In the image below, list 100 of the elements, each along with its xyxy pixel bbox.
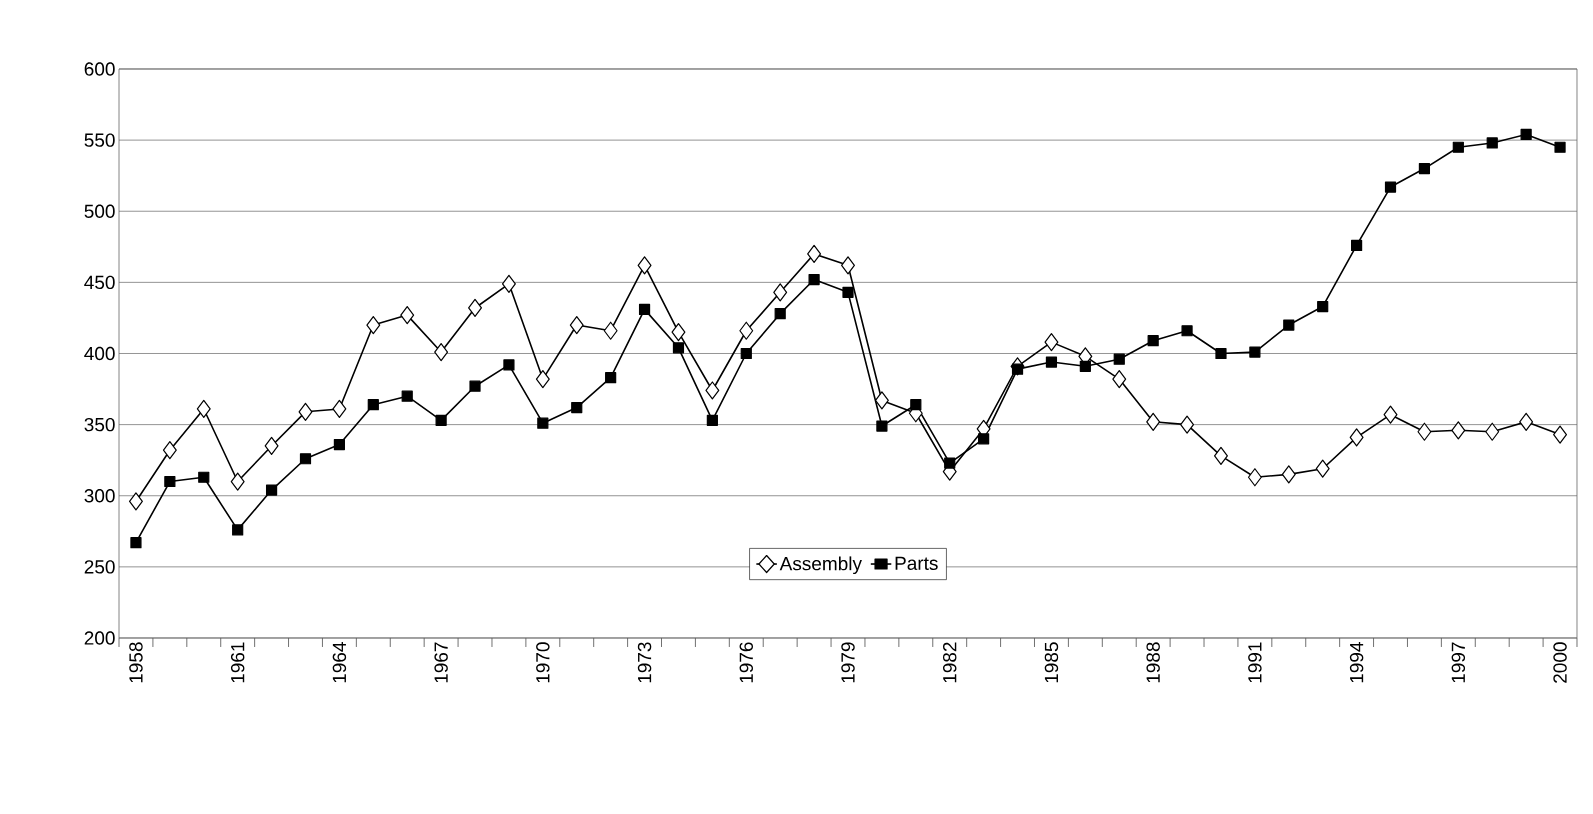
- point: [1249, 346, 1261, 358]
- point: [333, 438, 345, 451]
- point: [1247, 468, 1262, 487]
- x-tick-label: 1994: [1349, 642, 1364, 683]
- point: [739, 321, 754, 340]
- point: [1351, 239, 1363, 251]
- point: [1417, 422, 1432, 441]
- point: [1554, 141, 1566, 153]
- point: [1181, 325, 1193, 337]
- point: [128, 492, 143, 511]
- point: [1349, 428, 1364, 447]
- y-tick-label: 550: [84, 133, 115, 147]
- point: [1520, 128, 1532, 141]
- point: [978, 433, 990, 445]
- point: [1486, 137, 1498, 149]
- point: [332, 399, 347, 419]
- point: [1451, 421, 1466, 440]
- point: [1452, 141, 1464, 153]
- point: [1485, 422, 1500, 441]
- point: [400, 305, 415, 325]
- point: [130, 537, 142, 549]
- point: [807, 244, 822, 264]
- point: [501, 274, 516, 293]
- point: [1519, 412, 1534, 431]
- point: [774, 308, 786, 320]
- point: [1317, 300, 1329, 313]
- y-tick-label: 300: [84, 489, 115, 503]
- point: [537, 417, 549, 429]
- point: [1214, 446, 1228, 466]
- point: [1384, 181, 1397, 193]
- point: [198, 471, 210, 483]
- point: [1215, 347, 1227, 360]
- point: [162, 441, 177, 460]
- x-tick-label: 1988: [1146, 642, 1160, 683]
- point: [434, 342, 449, 362]
- point: [367, 399, 379, 411]
- point: [535, 370, 550, 389]
- point: [874, 391, 889, 410]
- point: [1045, 356, 1058, 368]
- x-tick-label: 1958: [129, 642, 143, 683]
- point: [469, 380, 481, 392]
- x-tick-label: 1985: [1044, 642, 1059, 683]
- point: [1011, 363, 1024, 375]
- point: [1281, 465, 1296, 484]
- point: [1553, 425, 1568, 444]
- point: [671, 323, 686, 342]
- x-tick-label: 1997: [1451, 642, 1466, 683]
- point: [705, 381, 720, 400]
- x-tick-label: 1967: [434, 642, 448, 683]
- y-tick-label: 200: [84, 631, 115, 645]
- point: [1147, 335, 1159, 347]
- point: [264, 436, 279, 456]
- point: [603, 321, 618, 340]
- point: [1044, 333, 1059, 352]
- point: [638, 303, 651, 315]
- point: [605, 372, 617, 384]
- point: [164, 475, 176, 488]
- point: [503, 359, 515, 371]
- point: [1418, 162, 1431, 175]
- x-tick-label: 1979: [841, 642, 855, 683]
- point: [1146, 412, 1161, 431]
- point: [1112, 370, 1127, 389]
- point: [842, 286, 854, 298]
- point: [876, 420, 888, 432]
- point: [569, 315, 584, 335]
- y-tick-label: 250: [84, 560, 115, 574]
- point: [298, 402, 313, 421]
- x-tick-label: 2000: [1553, 642, 1567, 683]
- point: [1315, 459, 1330, 478]
- point: [196, 399, 211, 419]
- legend-label: Parts: [895, 556, 938, 570]
- x-tick-label: 1961: [230, 642, 245, 683]
- x-tick-label: 1970: [536, 642, 550, 683]
- point: [1113, 353, 1125, 365]
- point: [740, 347, 752, 360]
- point: [1283, 319, 1295, 331]
- point: [299, 453, 312, 465]
- point: [571, 401, 583, 414]
- x-tick-label: 1976: [739, 642, 754, 683]
- y-tick-label: 400: [84, 346, 115, 361]
- point: [672, 342, 685, 354]
- point: [265, 484, 278, 496]
- x-tick-label: 1991: [1248, 642, 1262, 683]
- point: [773, 283, 788, 302]
- point: [1383, 405, 1398, 424]
- point: [468, 298, 482, 318]
- point: [401, 390, 413, 402]
- point: [1180, 415, 1195, 434]
- point: [232, 524, 244, 536]
- point: [230, 472, 245, 491]
- y-tick-label: 500: [84, 204, 115, 218]
- x-tick-label: 1982: [942, 642, 957, 683]
- point: [841, 256, 855, 275]
- y-tick-label: 350: [84, 417, 115, 432]
- point: [366, 315, 381, 335]
- point: [706, 414, 718, 426]
- point: [435, 414, 447, 426]
- y-tick-label: 600: [84, 62, 115, 76]
- x-tick-label: 1964: [332, 642, 347, 683]
- point: [910, 399, 922, 411]
